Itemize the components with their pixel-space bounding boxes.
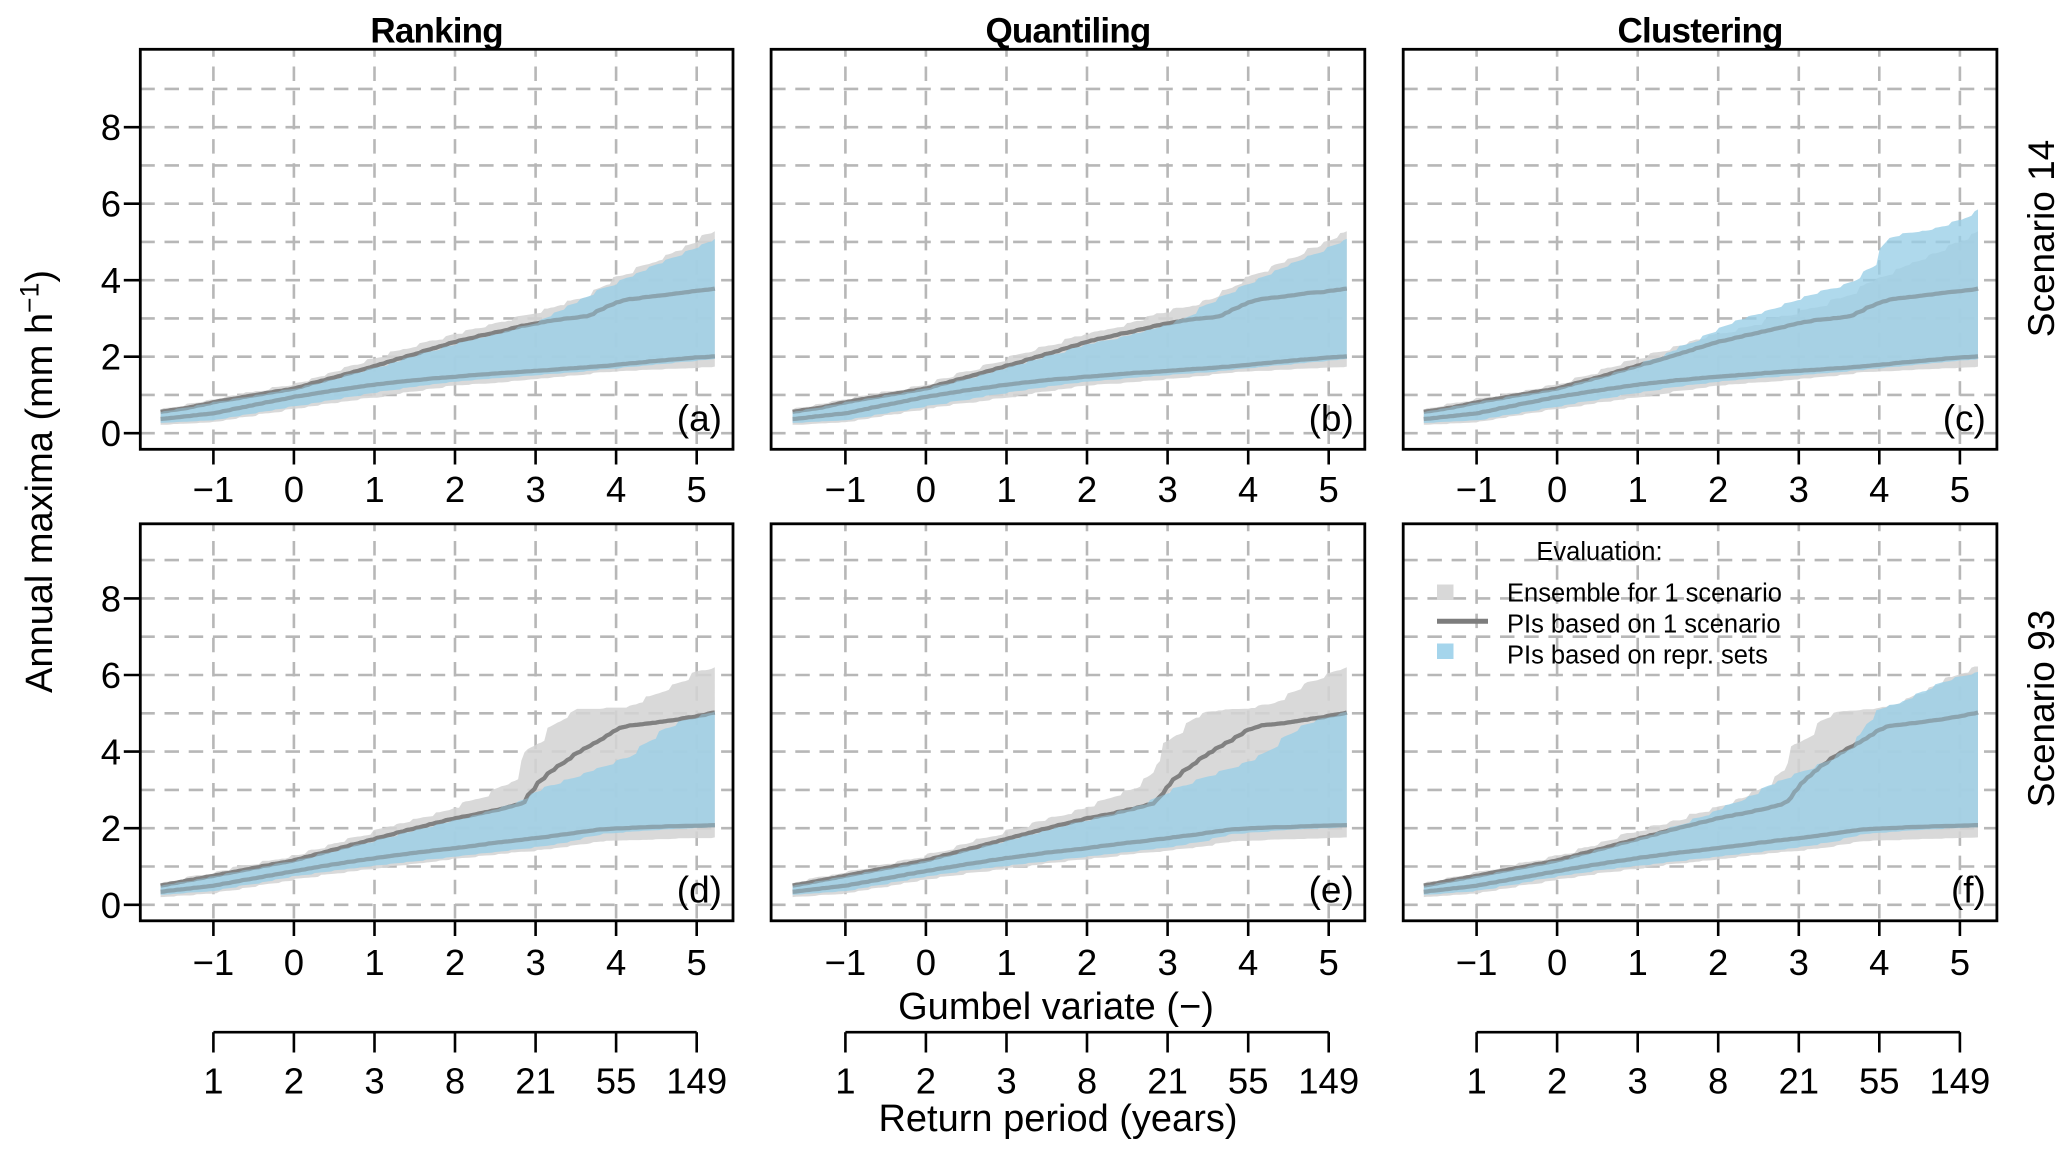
svg-text:3: 3 (1628, 1061, 1648, 1102)
svg-text:21: 21 (1147, 1061, 1188, 1102)
svg-text:−1: −1 (825, 469, 867, 510)
svg-text:2: 2 (445, 469, 465, 510)
svg-text:−1: −1 (193, 469, 235, 510)
svg-text:3: 3 (525, 942, 545, 983)
svg-text:2: 2 (916, 1061, 936, 1102)
svg-text:Gumbel variate (−): Gumbel variate (−) (898, 986, 1214, 1028)
svg-text:0: 0 (916, 469, 936, 510)
svg-text:4: 4 (606, 942, 626, 983)
svg-text:8: 8 (101, 107, 121, 148)
svg-text:Scenario 93: Scenario 93 (2021, 610, 2062, 807)
svg-text:1: 1 (835, 1061, 855, 1102)
svg-text:(d): (d) (677, 870, 722, 911)
svg-text:1: 1 (1466, 1061, 1486, 1102)
svg-text:149: 149 (666, 1061, 727, 1102)
svg-text:2: 2 (445, 942, 465, 983)
svg-text:Evaluation:: Evaluation: (1536, 538, 1662, 566)
svg-text:4: 4 (1238, 469, 1258, 510)
svg-text:Return period (years): Return period (years) (878, 1098, 1237, 1140)
svg-text:55: 55 (1859, 1061, 1900, 1102)
svg-text:0: 0 (916, 942, 936, 983)
svg-text:4: 4 (1869, 942, 1889, 983)
svg-text:Ensemble for 1 scenario: Ensemble for 1 scenario (1507, 580, 1782, 608)
svg-text:1: 1 (1628, 469, 1648, 510)
svg-text:(b): (b) (1309, 398, 1354, 439)
svg-text:2: 2 (1708, 469, 1728, 510)
svg-text:0: 0 (101, 885, 121, 926)
svg-text:2: 2 (1077, 942, 1097, 983)
svg-text:4: 4 (1869, 469, 1889, 510)
svg-text:4: 4 (606, 469, 626, 510)
svg-text:5: 5 (1950, 469, 1970, 510)
svg-text:1: 1 (203, 1061, 223, 1102)
svg-text:−1: −1 (825, 942, 867, 983)
svg-text:2: 2 (284, 1061, 304, 1102)
svg-text:6: 6 (101, 655, 121, 696)
svg-text:149: 149 (1929, 1061, 1990, 1102)
svg-text:Annual maxima (mm h−1): Annual maxima (mm h−1) (15, 270, 62, 693)
svg-text:−1: −1 (1456, 469, 1498, 510)
svg-text:3: 3 (1157, 469, 1177, 510)
svg-text:3: 3 (1789, 942, 1809, 983)
svg-text:1: 1 (364, 942, 384, 983)
svg-text:2: 2 (1708, 942, 1728, 983)
svg-text:5: 5 (687, 942, 707, 983)
svg-text:(a): (a) (677, 398, 722, 439)
svg-text:6: 6 (101, 184, 121, 225)
svg-text:3: 3 (1157, 942, 1177, 983)
svg-text:4: 4 (101, 260, 121, 301)
svg-text:8: 8 (445, 1061, 465, 1102)
svg-text:5: 5 (1319, 469, 1339, 510)
svg-text:0: 0 (101, 413, 121, 454)
svg-text:4: 4 (1238, 942, 1258, 983)
svg-text:3: 3 (996, 1061, 1016, 1102)
svg-text:8: 8 (1077, 1061, 1097, 1102)
svg-text:1: 1 (364, 469, 384, 510)
svg-text:2: 2 (101, 808, 121, 849)
svg-text:(e): (e) (1309, 870, 1354, 911)
svg-text:5: 5 (1950, 942, 1970, 983)
svg-text:4: 4 (101, 732, 121, 773)
svg-text:3: 3 (1789, 469, 1809, 510)
svg-text:2: 2 (101, 337, 121, 378)
svg-text:3: 3 (364, 1061, 384, 1102)
svg-text:55: 55 (1228, 1061, 1269, 1102)
svg-text:0: 0 (284, 942, 304, 983)
svg-text:−1: −1 (193, 942, 235, 983)
svg-text:2: 2 (1077, 469, 1097, 510)
svg-text:Scenario 14: Scenario 14 (2021, 140, 2062, 337)
svg-text:8: 8 (1708, 1061, 1728, 1102)
svg-text:0: 0 (1547, 942, 1567, 983)
svg-text:8: 8 (101, 578, 121, 619)
svg-text:149: 149 (1298, 1061, 1359, 1102)
svg-text:Ranking: Ranking (370, 12, 502, 51)
svg-text:55: 55 (596, 1061, 637, 1102)
svg-text:1: 1 (1628, 942, 1648, 983)
svg-text:PIs based on repr. sets: PIs based on repr. sets (1507, 642, 1768, 670)
svg-text:−1: −1 (1456, 942, 1498, 983)
svg-text:PIs based on 1 scenario: PIs based on 1 scenario (1507, 611, 1781, 639)
svg-text:Quantiling: Quantiling (985, 12, 1150, 51)
svg-text:21: 21 (1778, 1061, 1819, 1102)
svg-text:5: 5 (687, 469, 707, 510)
svg-text:1: 1 (996, 469, 1016, 510)
svg-text:3: 3 (525, 469, 545, 510)
svg-text:5: 5 (1319, 942, 1339, 983)
svg-text:2: 2 (1547, 1061, 1567, 1102)
svg-text:(f): (f) (1951, 870, 1986, 911)
svg-text:0: 0 (284, 469, 304, 510)
svg-text:0: 0 (1547, 469, 1567, 510)
svg-text:1: 1 (996, 942, 1016, 983)
svg-text:Clustering: Clustering (1618, 12, 1783, 51)
svg-text:(c): (c) (1943, 398, 1986, 439)
svg-text:21: 21 (515, 1061, 556, 1102)
